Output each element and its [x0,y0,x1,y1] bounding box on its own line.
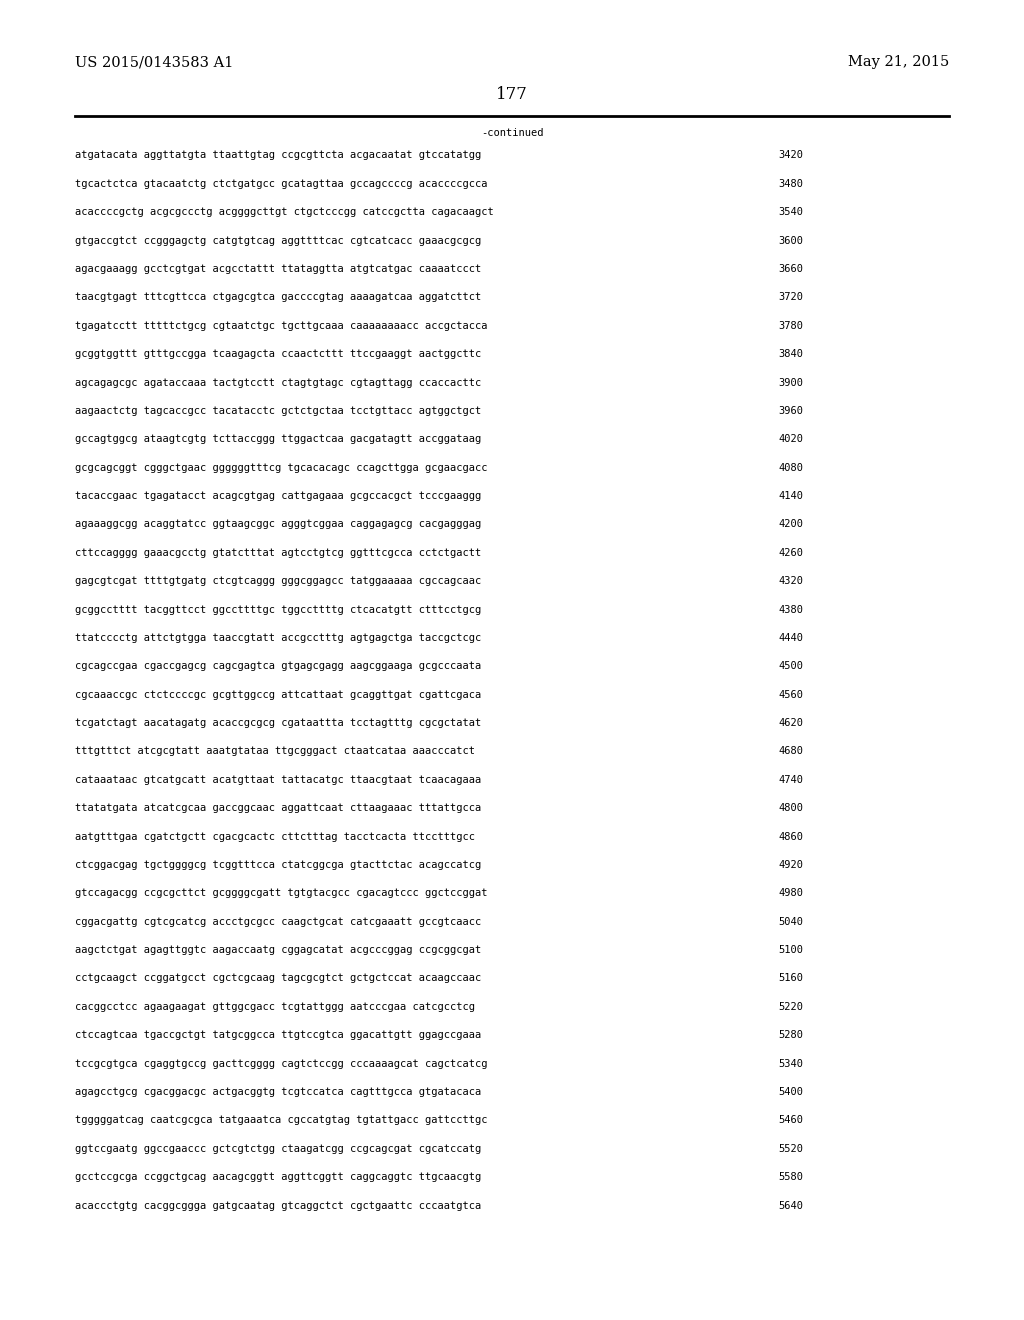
Text: aagctctgat agagttggtc aagaccaatg cggagcatat acgcccggag ccgcggcgat: aagctctgat agagttggtc aagaccaatg cggagca… [75,945,481,956]
Text: 3480: 3480 [778,178,803,189]
Text: 5100: 5100 [778,945,803,956]
Text: aatgtttgaa cgatctgctt cgacgcactc cttctttag tacctcacta ttcctttgcc: aatgtttgaa cgatctgctt cgacgcactc cttcttt… [75,832,475,842]
Text: 5340: 5340 [778,1059,803,1069]
Text: 5460: 5460 [778,1115,803,1126]
Text: 4680: 4680 [778,746,803,756]
Text: 4260: 4260 [778,548,803,558]
Text: 5040: 5040 [778,916,803,927]
Text: 4980: 4980 [778,888,803,899]
Text: 3660: 3660 [778,264,803,275]
Text: ctcggacgag tgctggggcg tcggtttcca ctatcggcga gtacttctac acagccatcg: ctcggacgag tgctggggcg tcggtttcca ctatcgg… [75,861,481,870]
Text: ttatatgata atcatcgcaa gaccggcaac aggattcaat cttaagaaac tttattgcca: ttatatgata atcatcgcaa gaccggcaac aggattc… [75,803,481,813]
Text: 4560: 4560 [778,689,803,700]
Text: 4020: 4020 [778,434,803,445]
Text: 5580: 5580 [778,1172,803,1183]
Text: gtccagacgg ccgcgcttct gcggggcgatt tgtgtacgcc cgacagtccc ggctccggat: gtccagacgg ccgcgcttct gcggggcgatt tgtgta… [75,888,487,899]
Text: gccagtggcg ataagtcgtg tcttaccggg ttggactcaa gacgatagtt accggataag: gccagtggcg ataagtcgtg tcttaccggg ttggact… [75,434,481,445]
Text: tttgtttct atcgcgtatt aaatgtataa ttgcgggact ctaatcataa aaacccatct: tttgtttct atcgcgtatt aaatgtataa ttgcggga… [75,746,475,756]
Text: 3420: 3420 [778,150,803,161]
Text: 4080: 4080 [778,463,803,473]
Text: 5280: 5280 [778,1030,803,1040]
Text: 4320: 4320 [778,576,803,586]
Text: tcgatctagt aacatagatg acaccgcgcg cgataattta tcctagtttg cgcgctatat: tcgatctagt aacatagatg acaccgcgcg cgataat… [75,718,481,729]
Text: cacggcctcc agaagaagat gttggcgacc tcgtattggg aatcccgaa catcgcctcg: cacggcctcc agaagaagat gttggcgacc tcgtatt… [75,1002,475,1012]
Text: 5640: 5640 [778,1201,803,1210]
Text: 5160: 5160 [778,973,803,983]
Text: cttccagggg gaaacgcctg gtatctttat agtcctgtcg ggtttcgcca cctctgactt: cttccagggg gaaacgcctg gtatctttat agtcctg… [75,548,481,558]
Text: gcggtggttt gtttgccgga tcaagagcta ccaactcttt ttccgaaggt aactggcttc: gcggtggttt gtttgccgga tcaagagcta ccaactc… [75,348,481,359]
Text: tacaccgaac tgagatacct acagcgtgag cattgagaaa gcgccacgct tcccgaaggg: tacaccgaac tgagatacct acagcgtgag cattgag… [75,491,481,502]
Text: 3540: 3540 [778,207,803,218]
Text: ggtccgaatg ggccgaaccc gctcgtctgg ctaagatcgg ccgcagcgat cgcatccatg: ggtccgaatg ggccgaaccc gctcgtctgg ctaagat… [75,1143,481,1154]
Text: 3900: 3900 [778,378,803,388]
Text: 4380: 4380 [778,605,803,615]
Text: cataaataac gtcatgcatt acatgttaat tattacatgc ttaacgtaat tcaacagaaa: cataaataac gtcatgcatt acatgttaat tattaca… [75,775,481,785]
Text: 5220: 5220 [778,1002,803,1012]
Text: 4620: 4620 [778,718,803,729]
Text: 4500: 4500 [778,661,803,672]
Text: 5400: 5400 [778,1086,803,1097]
Text: 4140: 4140 [778,491,803,502]
Text: gcgcagcggt cgggctgaac ggggggtttcg tgcacacagc ccagcttgga gcgaacgacc: gcgcagcggt cgggctgaac ggggggtttcg tgcaca… [75,463,487,473]
Text: tccgcgtgca cgaggtgccg gacttcgggg cagtctccgg cccaaaagcat cagctcatcg: tccgcgtgca cgaggtgccg gacttcgggg cagtctc… [75,1059,487,1069]
Text: cctgcaagct ccggatgcct cgctcgcaag tagcgcgtct gctgctccat acaagccaac: cctgcaagct ccggatgcct cgctcgcaag tagcgcg… [75,973,481,983]
Text: 4800: 4800 [778,803,803,813]
Text: agagcctgcg cgacggacgc actgacggtg tcgtccatca cagtttgcca gtgatacaca: agagcctgcg cgacggacgc actgacggtg tcgtcca… [75,1086,481,1097]
Text: 3780: 3780 [778,321,803,331]
Text: 3600: 3600 [778,235,803,246]
Text: May 21, 2015: May 21, 2015 [848,55,949,70]
Text: taacgtgagt tttcgttcca ctgagcgtca gaccccgtag aaaagatcaa aggatcttct: taacgtgagt tttcgttcca ctgagcgtca gaccccg… [75,293,481,302]
Text: gcctccgcga ccggctgcag aacagcggtt aggttcggtt caggcaggtc ttgcaacgtg: gcctccgcga ccggctgcag aacagcggtt aggttcg… [75,1172,481,1183]
Text: gcggcctttt tacggttcct ggccttttgc tggccttttg ctcacatgtt ctttcctgcg: gcggcctttt tacggttcct ggccttttgc tggcctt… [75,605,481,615]
Text: cgcaaaccgc ctctccccgc gcgttggccg attcattaat gcaggttgat cgattcgaca: cgcaaaccgc ctctccccgc gcgttggccg attcatt… [75,689,481,700]
Text: atgatacata aggttatgta ttaattgtag ccgcgttcta acgacaatat gtccatatgg: atgatacata aggttatgta ttaattgtag ccgcgtt… [75,150,481,161]
Text: gtgaccgtct ccgggagctg catgtgtcag aggttttcac cgtcatcacc gaaacgcgcg: gtgaccgtct ccgggagctg catgtgtcag aggtttt… [75,235,481,246]
Text: 4200: 4200 [778,519,803,529]
Text: -continued: -continued [480,128,544,139]
Text: 4860: 4860 [778,832,803,842]
Text: tgagatcctt tttttctgcg cgtaatctgc tgcttgcaaa caaaaaaaacc accgctacca: tgagatcctt tttttctgcg cgtaatctgc tgcttgc… [75,321,487,331]
Text: 4920: 4920 [778,861,803,870]
Text: 3960: 3960 [778,407,803,416]
Text: 4740: 4740 [778,775,803,785]
Text: 5520: 5520 [778,1143,803,1154]
Text: ttatcccctg attctgtgga taaccgtatt accgcctttg agtgagctga taccgctcgc: ttatcccctg attctgtgga taaccgtatt accgcct… [75,634,481,643]
Text: agcagagcgc agataccaaa tactgtcctt ctagtgtagc cgtagttagg ccaccacttc: agcagagcgc agataccaaa tactgtcctt ctagtgt… [75,378,481,388]
Text: US 2015/0143583 A1: US 2015/0143583 A1 [75,55,233,70]
Text: aagaactctg tagcaccgcc tacatacctc gctctgctaa tcctgttacc agtggctgct: aagaactctg tagcaccgcc tacatacctc gctctgc… [75,407,481,416]
Text: 3720: 3720 [778,293,803,302]
Text: acaccccgctg acgcgccctg acggggcttgt ctgctcccgg catccgctta cagacaagct: acaccccgctg acgcgccctg acggggcttgt ctgct… [75,207,494,218]
Text: cgcagccgaa cgaccgagcg cagcgagtca gtgagcgagg aagcggaaga gcgcccaata: cgcagccgaa cgaccgagcg cagcgagtca gtgagcg… [75,661,481,672]
Text: tgggggatcag caatcgcgca tatgaaatca cgccatgtag tgtattgacc gattccttgc: tgggggatcag caatcgcgca tatgaaatca cgccat… [75,1115,487,1126]
Text: 4440: 4440 [778,634,803,643]
Text: cggacgattg cgtcgcatcg accctgcgcc caagctgcat catcgaaatt gccgtcaacc: cggacgattg cgtcgcatcg accctgcgcc caagctg… [75,916,481,927]
Text: agaaaggcgg acaggtatcc ggtaagcggc agggtcggaa caggagagcg cacgagggag: agaaaggcgg acaggtatcc ggtaagcggc agggtcg… [75,519,481,529]
Text: tgcactctca gtacaatctg ctctgatgcc gcatagttaa gccagccccg acaccccgcca: tgcactctca gtacaatctg ctctgatgcc gcatagt… [75,178,487,189]
Text: agacgaaagg gcctcgtgat acgcctattt ttataggtta atgtcatgac caaaatccct: agacgaaagg gcctcgtgat acgcctattt ttatagg… [75,264,481,275]
Text: ctccagtcaa tgaccgctgt tatgcggcca ttgtccgtca ggacattgtt ggagccgaaa: ctccagtcaa tgaccgctgt tatgcggcca ttgtccg… [75,1030,481,1040]
Text: 3840: 3840 [778,348,803,359]
Text: 177: 177 [496,86,528,103]
Text: acaccctgtg cacggcggga gatgcaatag gtcaggctct cgctgaattc cccaatgtca: acaccctgtg cacggcggga gatgcaatag gtcaggc… [75,1201,481,1210]
Text: gagcgtcgat ttttgtgatg ctcgtcaggg gggcggagcc tatggaaaaa cgccagcaac: gagcgtcgat ttttgtgatg ctcgtcaggg gggcgga… [75,576,481,586]
